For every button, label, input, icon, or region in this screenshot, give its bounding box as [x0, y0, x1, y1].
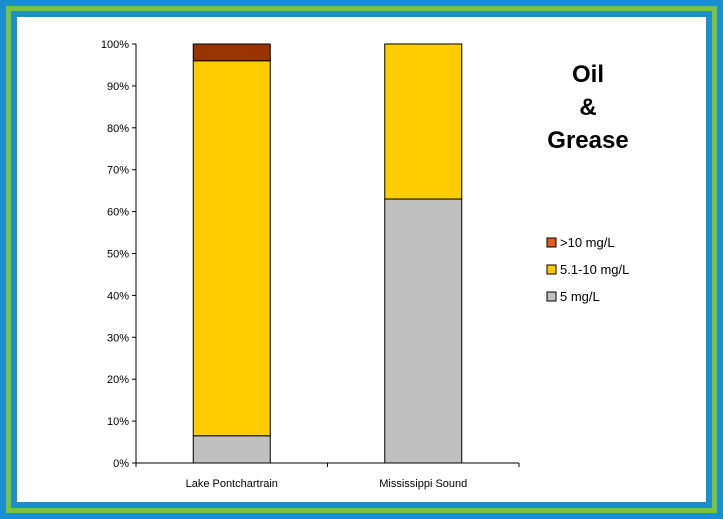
title-line: &	[579, 94, 596, 121]
y-tick-label: 20%	[107, 374, 129, 386]
bars	[192, 43, 463, 464]
bar-segment	[192, 60, 271, 437]
y-tick-label: 90%	[107, 81, 129, 93]
y-tick-label: 70%	[107, 165, 129, 177]
y-tick-label: 80%	[107, 123, 129, 135]
y-tick-label: 10%	[107, 416, 129, 428]
bar-segment	[384, 198, 463, 464]
bar-segment	[192, 435, 271, 464]
legend-label: >10 mg/L	[560, 235, 615, 250]
legend: >10 mg/L 5.1-10 mg/L 5 mg/L	[546, 235, 629, 304]
legend-label: 5.1-10 mg/L	[560, 262, 629, 277]
y-tick-label: 40%	[107, 290, 129, 302]
title-line: Oil	[572, 61, 604, 88]
y-tick-label: 100%	[101, 39, 129, 51]
y-tick-label: 0%	[113, 458, 129, 470]
y-tick-label: 60%	[107, 207, 129, 219]
category-label: Lake Pontchartrain	[186, 478, 278, 490]
legend-swatch	[546, 291, 557, 302]
y-tick-label: 30%	[107, 332, 129, 344]
category-label: Mississippi Sound	[379, 478, 467, 490]
chart-title: Oil & Grease	[547, 61, 628, 154]
legend-swatch	[546, 237, 557, 248]
category-labels: Lake Pontchartrain Mississippi Sound	[186, 478, 468, 490]
y-tick-labels: 0% 10% 20% 30% 40% 50% 60% 70% 80% 90% 100%	[101, 39, 129, 470]
bar-segment	[192, 43, 271, 62]
legend-label: 5 mg/L	[560, 289, 600, 304]
bar-segment	[384, 43, 463, 200]
y-tick-label: 50%	[107, 249, 129, 261]
legend-swatch	[546, 264, 557, 275]
title-line: Grease	[547, 127, 628, 154]
chart-background	[17, 17, 706, 502]
